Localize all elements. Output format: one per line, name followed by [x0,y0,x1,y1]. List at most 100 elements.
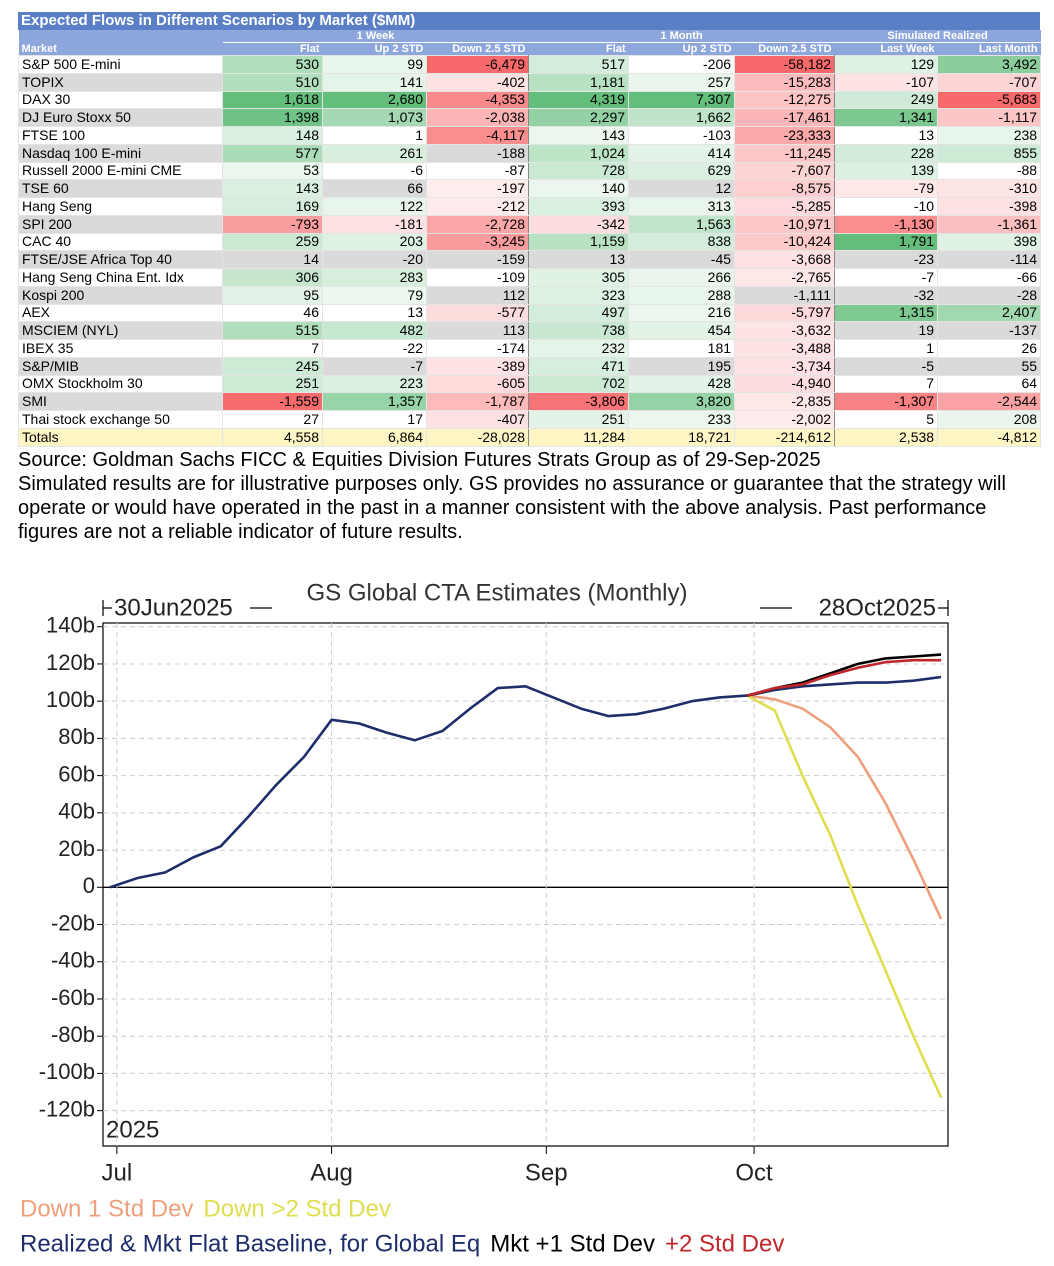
value-cell: -1,117 [937,108,1042,127]
value-cell: 203 [322,232,427,252]
table-row: DAX 30 1,618 2,680 -4,353 4,319 7,307 -12,275 2… [18,90,1042,110]
value-cell: -7 [834,268,939,287]
column-header: Flat [222,42,323,56]
value-cell: 855 [937,143,1042,163]
end-date: 28Oct2025 [819,594,936,621]
y-tick-label: -20b [51,910,95,935]
chart-title: GS Global CTA Estimates (Monthly) [307,579,688,606]
value-cell: 313 [628,197,736,216]
column-header: Up 2 STD [628,42,735,56]
value-cell: -212 [425,197,530,216]
value-cell: 1,791 [834,232,939,252]
y-tick-label: 40b [58,799,95,824]
value-cell: -1,361 [937,214,1042,234]
value-cell: 2,680 [322,90,427,110]
value-cell: 629 [628,161,736,181]
value-cell: -87 [425,161,530,181]
series-line [746,694,943,920]
column-row: Market Flat Up 2 STD Down 2.5 STD Flat Up 2 S… [18,42,1041,56]
value-cell: -3,668 [734,250,836,269]
value-cell: -181 [322,214,427,234]
value-cell: 261 [322,143,427,163]
value-cell: 1,357 [322,392,427,411]
value-cell: -45 [628,250,736,269]
value-cell: 515 [222,321,323,340]
value-cell: 66 [322,179,427,198]
value-cell: 140 [528,179,630,198]
market-cell: FTSE/JSE Africa Top 40 [18,250,223,269]
table-title: Expected Flows in Different Scenarios by… [18,12,1040,30]
value-cell: 26 [937,339,1042,358]
value-cell: 482 [322,321,427,340]
value-cell: 223 [322,374,427,394]
legend-entry: Realized & Mkt Flat Baseline, for Global… [20,1230,480,1257]
plot-frame [102,622,949,1147]
table-row: TOPIX 510 141 -402 1,181 257 -15,283 -107 -707 [18,72,1042,92]
value-cell: 1,073 [322,108,427,127]
market-cell: AEX [18,303,223,323]
value-cell: 249 [834,90,939,110]
value-cell: -20 [322,250,427,269]
group-header: 1 Week [222,30,529,43]
market-cell: Kospi 200 [18,285,223,305]
table-row: Hang Seng China Ent. Idx 306 283 -109 305 266… [18,268,1042,287]
value-cell: -402 [425,72,530,92]
market-cell: SMI [18,392,223,411]
market-cell: DAX 30 [18,90,223,110]
group-row: 1 Week 1 Month Simulated Realized [18,30,1041,43]
market-cell: Hang Seng [18,197,223,216]
series-line [109,675,942,889]
value-cell: -398 [937,197,1042,216]
value-cell: -114 [937,250,1042,269]
column-header: Flat [528,42,629,56]
total-cell: 6,864 [322,427,427,447]
value-cell: -7,607 [734,161,836,181]
total-cell: -28,028 [425,427,530,447]
value-cell: 113 [425,321,530,340]
value-cell: 19 [834,321,939,340]
value-cell: 55 [937,356,1042,376]
value-cell: 233 [628,410,736,429]
value-cell: -197 [425,179,530,198]
y-tick-label: -100b [39,1059,95,1084]
value-cell: -7 [322,356,427,376]
market-cell: CAC 40 [18,232,223,252]
value-cell: 13 [834,126,939,145]
value-cell: -66 [937,268,1042,287]
market-cell: OMX Stockholm 30 [18,374,223,394]
value-cell: -32 [834,285,939,305]
value-cell: -10 [834,197,939,216]
value-cell: -10,424 [734,232,836,252]
y-tick-label: 0 [83,873,95,898]
value-cell: -107 [834,72,939,92]
y-tick-label: 100b [46,687,95,712]
value-cell: 1,181 [528,72,630,92]
table-row: S&P/MIB 245 -7 -389 471 195 -3,734 -5 55 [18,356,1042,376]
market-cell: MSCIEM (NYL) [18,321,223,340]
value-cell: 17 [322,410,427,429]
source: Source: Goldman Sachs FICC & Equities Di… [18,449,821,471]
value-cell: -4,117 [425,126,530,145]
market-cell: S&P 500 E-mini [18,55,223,74]
value-cell: -109 [425,268,530,287]
value-cell: 1 [322,126,427,145]
value-cell: -28 [937,285,1042,305]
value-cell: -188 [425,143,530,163]
x-tick-label: Sep [525,1159,568,1186]
market-cell: SPI 200 [18,214,223,234]
column-header: Up 2 STD [322,42,427,56]
value-cell: -6,479 [425,55,530,74]
y-tick-label: -80b [51,1022,95,1047]
value-cell: 12 [628,179,736,198]
y-tick-label: 120b [46,650,95,675]
value-cell: 13 [528,250,630,269]
total-cell: 2,538 [834,427,939,447]
total-cell: -4,812 [937,427,1042,447]
value-cell: 517 [528,55,630,74]
legend-entry: Down 1 Std Dev [20,1195,193,1222]
table-row: SPI 200 -793 -181 -2,728 -342 1,563 -10,971 -1,… [18,214,1042,234]
table-row: IBEX 35 7 -22 -174 232 181 -3,488 1 26 [18,339,1042,358]
value-cell: 181 [628,339,736,358]
value-cell: -707 [937,72,1042,92]
value-cell: 3,820 [628,392,736,411]
